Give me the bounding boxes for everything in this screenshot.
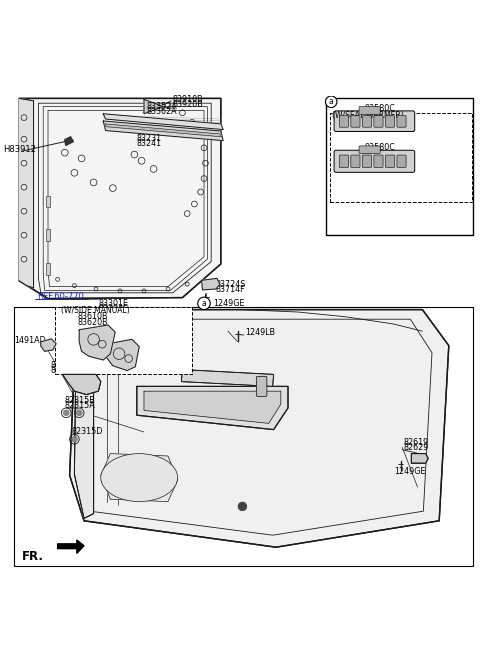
Text: 1491AD: 1491AD <box>14 336 46 345</box>
Text: 83724S: 83724S <box>215 280 245 289</box>
Text: 93580C: 93580C <box>365 143 396 153</box>
Text: a: a <box>202 299 206 308</box>
Polygon shape <box>137 386 288 429</box>
Text: 82619: 82619 <box>403 438 429 447</box>
Bar <box>14 307 473 566</box>
Circle shape <box>325 96 337 108</box>
FancyBboxPatch shape <box>385 116 395 127</box>
Text: 82610B: 82610B <box>103 345 134 354</box>
Bar <box>46 229 50 241</box>
Text: 1249GE: 1249GE <box>214 299 245 308</box>
Circle shape <box>238 502 247 511</box>
Text: 83231: 83231 <box>137 134 162 142</box>
Polygon shape <box>79 325 115 360</box>
Text: FR.: FR. <box>22 550 44 563</box>
Text: 82620B: 82620B <box>103 340 134 349</box>
Text: 82315B: 82315B <box>65 396 96 405</box>
Circle shape <box>198 297 210 310</box>
Text: a: a <box>329 97 334 106</box>
Text: 83393A: 83393A <box>50 362 81 370</box>
Text: 82315A: 82315A <box>65 401 96 410</box>
Text: 83920B: 83920B <box>173 100 204 109</box>
Polygon shape <box>74 362 94 518</box>
Text: 1249LB: 1249LB <box>245 328 275 337</box>
Text: 83610B: 83610B <box>78 312 108 321</box>
Bar <box>46 196 50 208</box>
Text: 83241: 83241 <box>137 139 162 148</box>
Polygon shape <box>101 454 178 501</box>
Text: REF.60-770: REF.60-770 <box>37 292 84 300</box>
Text: 83301E: 83301E <box>98 299 128 308</box>
Polygon shape <box>70 310 449 547</box>
FancyBboxPatch shape <box>374 116 383 127</box>
Polygon shape <box>41 339 56 351</box>
Polygon shape <box>144 99 163 114</box>
Circle shape <box>63 410 69 416</box>
FancyBboxPatch shape <box>334 111 415 132</box>
FancyBboxPatch shape <box>339 155 348 167</box>
Text: 83394A: 83394A <box>50 366 81 375</box>
FancyBboxPatch shape <box>351 116 360 127</box>
Bar <box>326 98 473 235</box>
Text: 83362A: 83362A <box>146 107 177 116</box>
Polygon shape <box>19 98 221 298</box>
Text: 93580C: 93580C <box>365 104 396 114</box>
Bar <box>330 113 472 202</box>
Polygon shape <box>103 114 223 130</box>
Text: H83912: H83912 <box>3 145 36 155</box>
Circle shape <box>76 410 82 416</box>
Polygon shape <box>65 137 73 145</box>
FancyBboxPatch shape <box>385 155 395 167</box>
Text: 82629: 82629 <box>403 443 429 452</box>
Polygon shape <box>62 374 101 394</box>
FancyBboxPatch shape <box>362 155 372 167</box>
Text: 83910B: 83910B <box>173 95 204 104</box>
FancyBboxPatch shape <box>397 116 406 127</box>
Bar <box>46 263 50 275</box>
Polygon shape <box>19 98 34 288</box>
Polygon shape <box>58 540 84 554</box>
Polygon shape <box>181 370 274 386</box>
FancyBboxPatch shape <box>351 155 360 167</box>
Text: 83714F: 83714F <box>215 285 245 294</box>
FancyBboxPatch shape <box>397 155 406 167</box>
Text: 83352A: 83352A <box>146 101 177 111</box>
Text: 83620B: 83620B <box>78 318 108 327</box>
Polygon shape <box>411 454 428 463</box>
FancyBboxPatch shape <box>362 116 372 127</box>
FancyBboxPatch shape <box>359 107 380 114</box>
Text: (W/SEAT WARMER): (W/SEAT WARMER) <box>332 111 404 120</box>
Polygon shape <box>202 278 220 290</box>
Polygon shape <box>105 124 222 137</box>
Polygon shape <box>103 121 223 140</box>
FancyBboxPatch shape <box>256 376 267 396</box>
Ellipse shape <box>101 454 178 501</box>
Bar <box>55 307 192 374</box>
FancyBboxPatch shape <box>339 116 348 127</box>
FancyBboxPatch shape <box>334 151 415 172</box>
Polygon shape <box>106 339 139 370</box>
Text: (W/SIDE MANUAL): (W/SIDE MANUAL) <box>61 306 130 315</box>
FancyBboxPatch shape <box>359 146 380 154</box>
Text: 83302E: 83302E <box>98 304 129 312</box>
Text: 82315D: 82315D <box>71 427 102 435</box>
Text: 1249GE: 1249GE <box>395 467 426 476</box>
Circle shape <box>72 436 77 442</box>
Polygon shape <box>144 391 281 423</box>
FancyBboxPatch shape <box>374 155 383 167</box>
